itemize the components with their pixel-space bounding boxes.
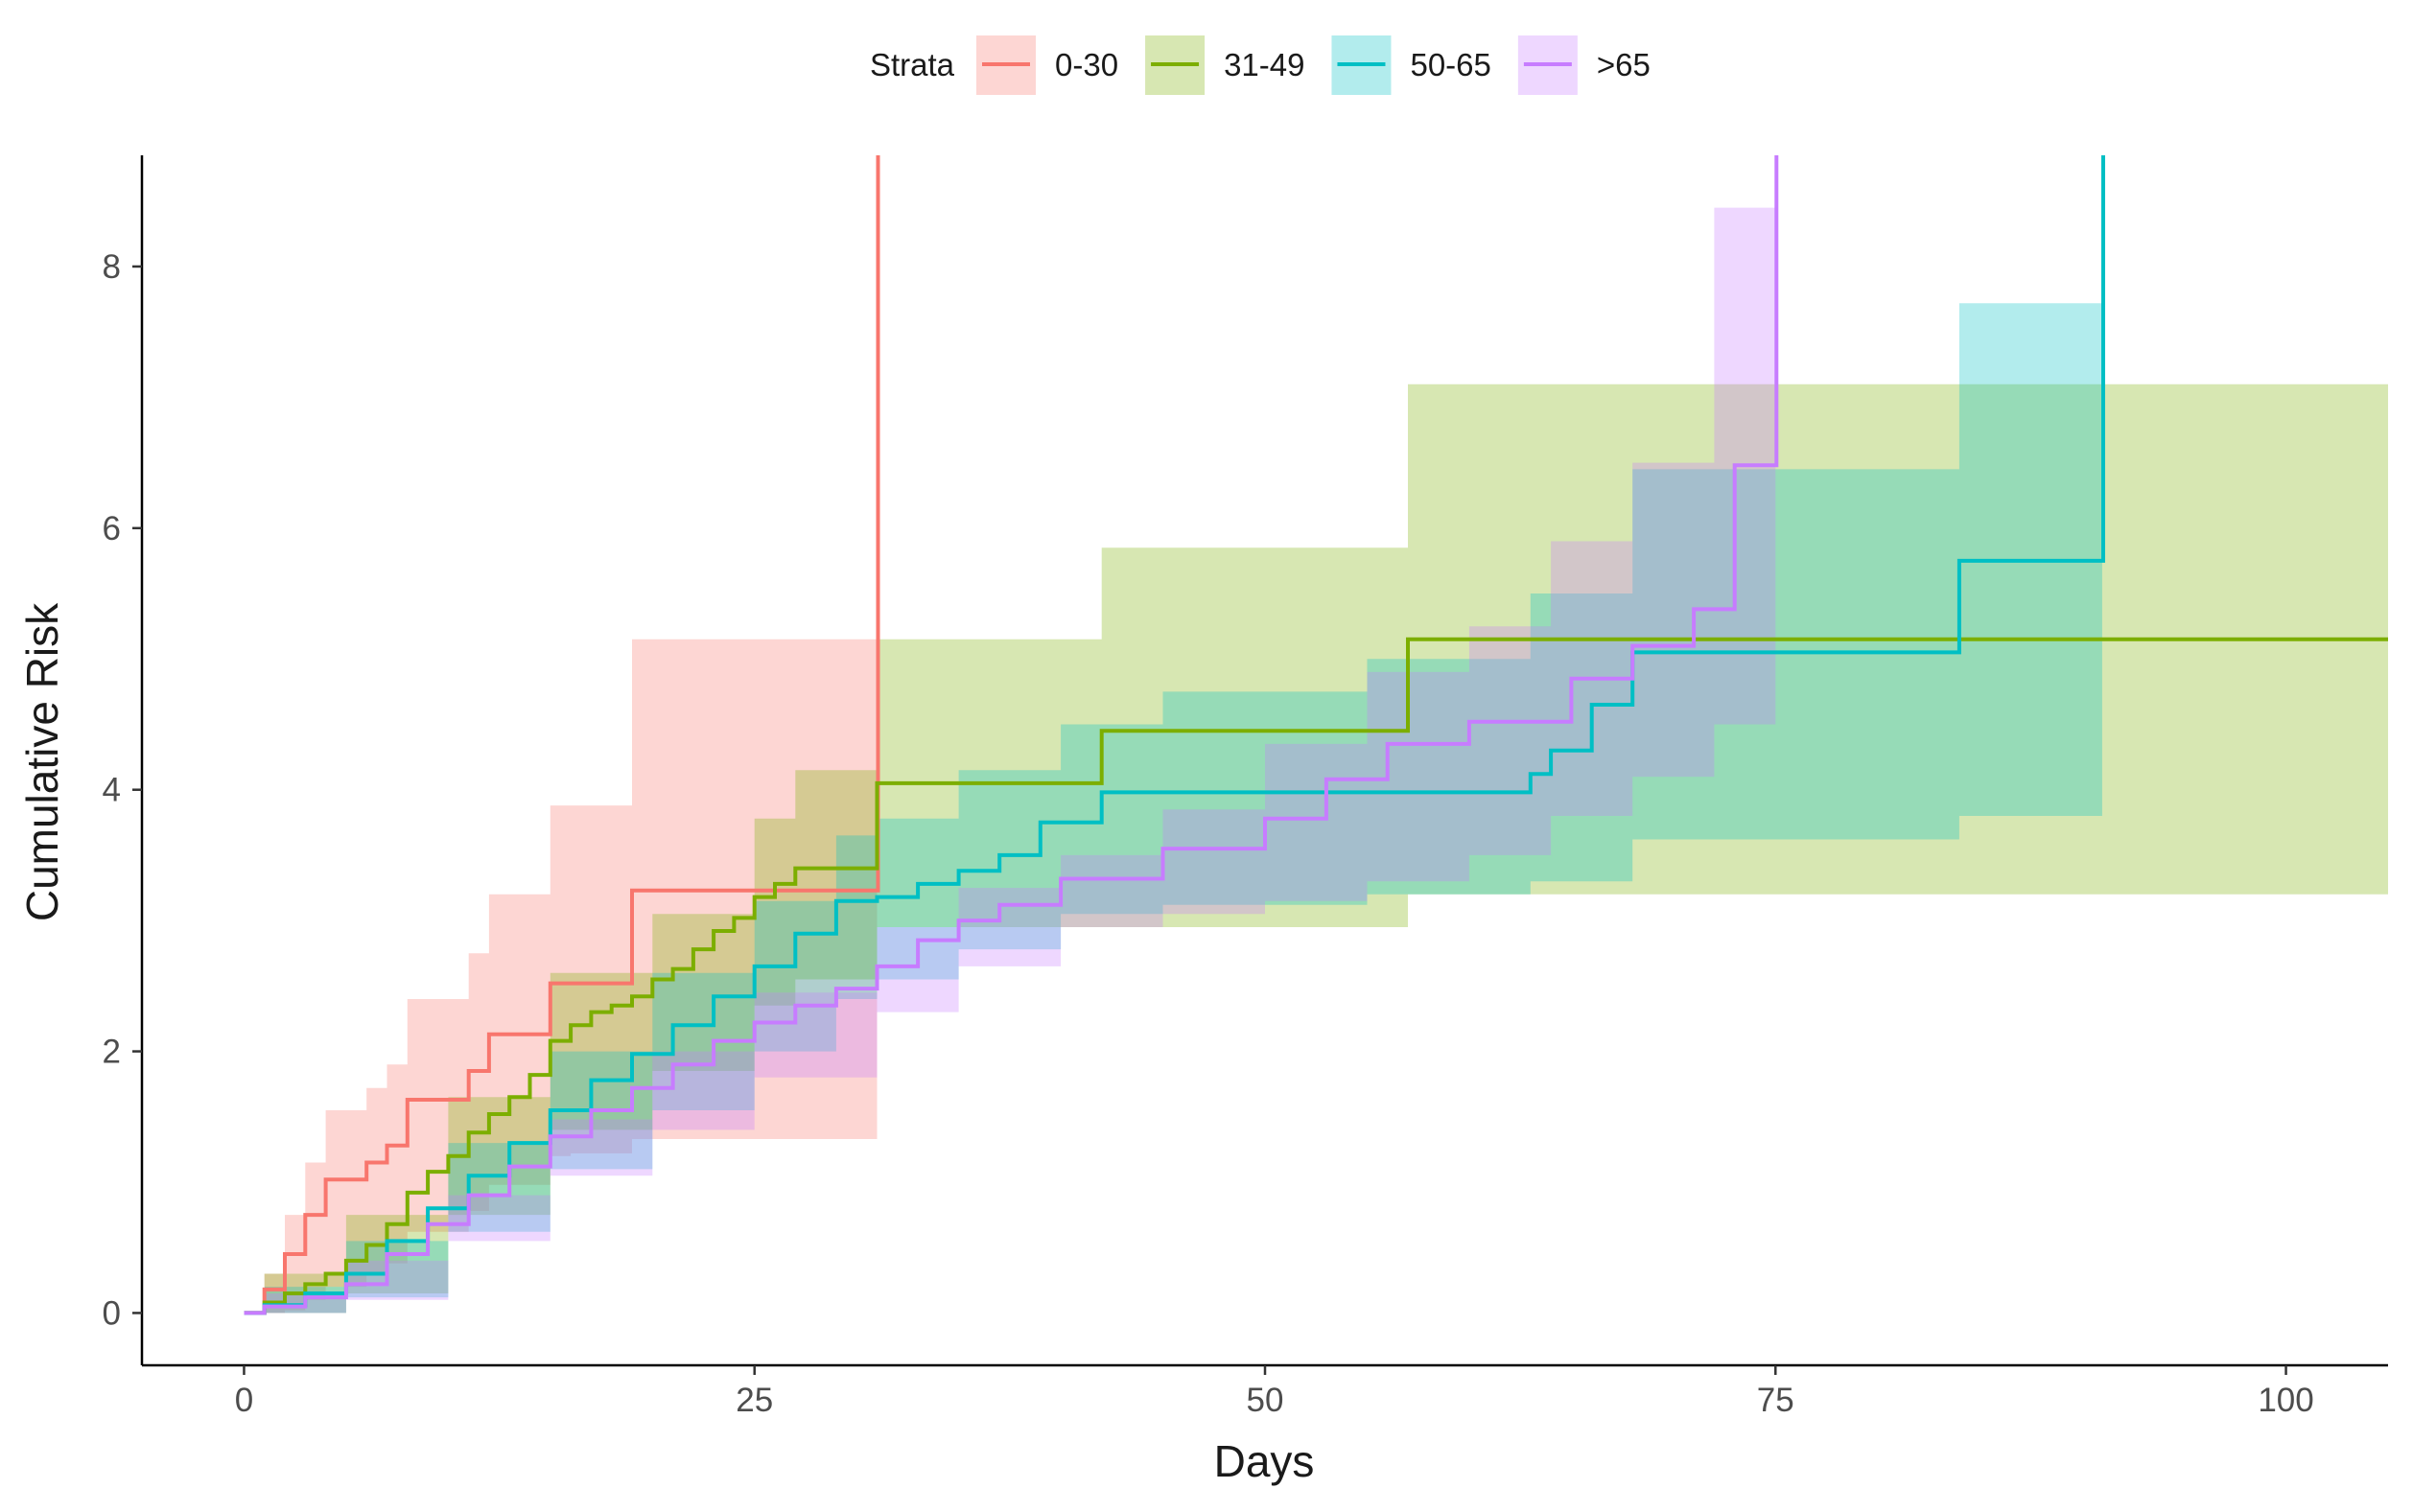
axes: 0 25 50 75 100 0 2 4 6 8 [103,155,2388,1419]
y-tick-label: 0 [103,1294,121,1332]
legend: Strata 0-30 31-49 50-65 >65 [870,35,1651,95]
line-0-30 [244,155,880,1315]
legend-item-gt65: >65 [1517,35,1651,95]
legend-item-31-49: 31-49 [1145,35,1304,95]
risk-curves [244,155,2388,1315]
legend-label: 0-30 [1055,47,1118,82]
band-50-65 [264,303,2102,1314]
confidence-bands [264,207,2389,1314]
y-tick-label: 4 [103,772,121,809]
y-axis-title: Cumulative Risk [17,602,67,921]
band-gt65 [264,207,1776,1314]
legend-item-50-65: 50-65 [1331,35,1491,95]
band-31-49 [264,384,2389,1314]
x-axis-title: Days [1214,1436,1315,1486]
x-tick-label: 100 [2258,1382,2313,1419]
line-gt65 [244,155,1779,1315]
legend-title: Strata [870,47,955,82]
line-31-49 [244,637,2388,1315]
x-tick-label: 75 [1757,1382,1794,1419]
band-0-30 [264,639,878,1314]
legend-label: 31-49 [1224,47,1304,82]
y-tick-label: 2 [103,1034,121,1071]
y-tick-label: 8 [103,248,121,286]
x-tick-label: 50 [1247,1382,1284,1419]
line-50-65 [244,155,2105,1315]
legend-item-0-30: 0-30 [976,35,1118,95]
y-tick-label: 6 [103,510,121,547]
x-tick-label: 25 [736,1382,773,1419]
legend-label: 50-65 [1410,47,1490,82]
x-tick-label: 0 [235,1382,253,1419]
legend-label: >65 [1597,47,1651,82]
